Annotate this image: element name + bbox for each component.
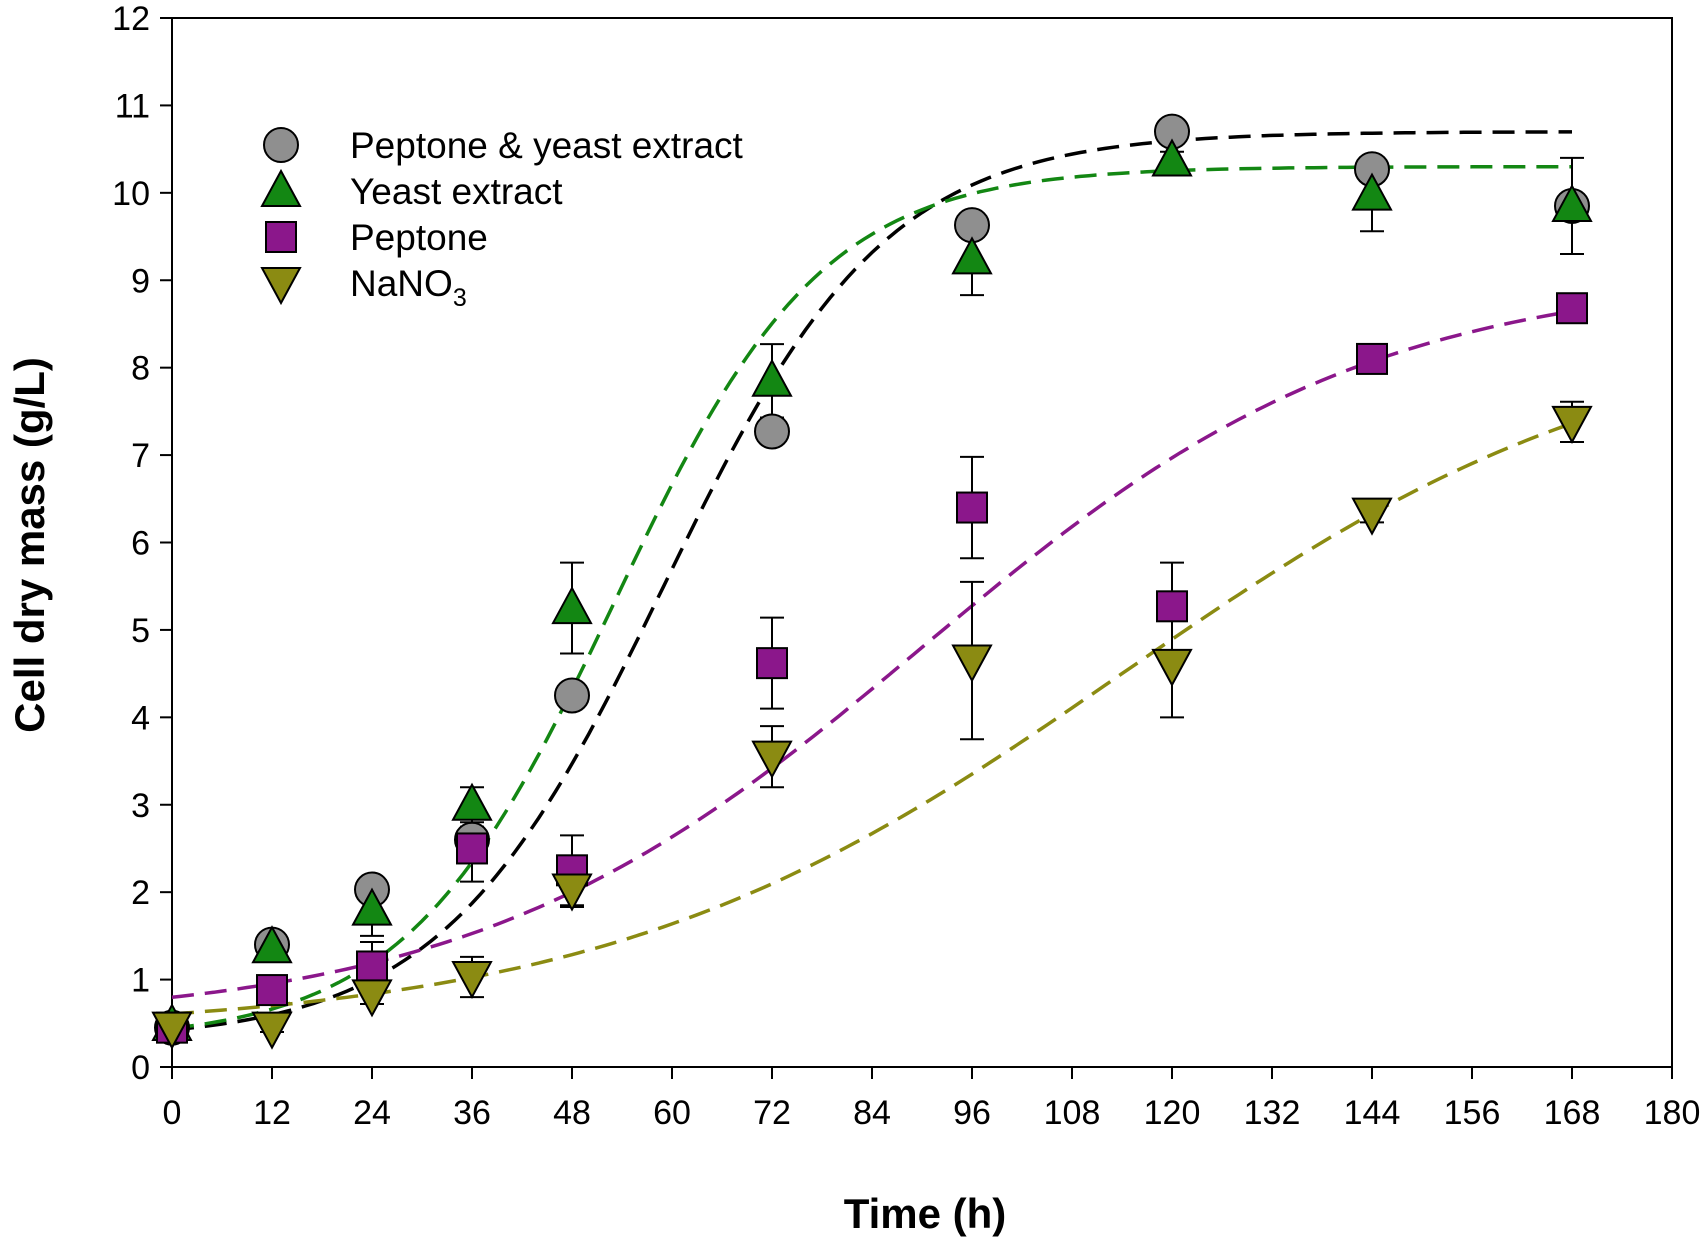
data-point-series-1 xyxy=(951,236,993,275)
data-point-series-1 xyxy=(251,925,293,964)
legend-label-2: Peptone xyxy=(350,217,488,258)
data-point-series-1 xyxy=(1151,138,1193,177)
y-tick-label: 1 xyxy=(131,962,150,1000)
data-point-series-2 xyxy=(356,950,388,983)
data-point-series-3 xyxy=(751,740,793,779)
data-point-series-2 xyxy=(1556,292,1588,325)
fit-curve-1 xyxy=(171,164,1572,1031)
data-point-series-0 xyxy=(554,677,590,714)
legend-label-main: Yeast extract xyxy=(350,171,563,212)
axes: 0 12 24 36 48 60 72 84 96 108 120 132 144 156 168 18001… xyxy=(112,0,1700,1132)
data-point-series-3 xyxy=(951,644,993,683)
legend-label-0: Peptone & yeast extract xyxy=(350,125,744,166)
data-point-series-3 xyxy=(451,960,493,1000)
data-point-series-2 xyxy=(1156,590,1188,623)
legend-label-main: NaNO xyxy=(350,263,453,304)
data-point-series-2 xyxy=(956,491,988,524)
fit-curve-2 xyxy=(171,309,1573,1000)
data-point-series-3 xyxy=(351,979,393,1018)
y-tick-label: 9 xyxy=(131,262,150,300)
x-tick-label: 48 xyxy=(553,1094,591,1132)
x-tick-label: 180 xyxy=(1644,1094,1701,1132)
x-tick-label: 168 xyxy=(1544,1094,1601,1132)
y-tick-label: 0 xyxy=(131,1049,150,1087)
legend-label-subscript: 3 xyxy=(453,284,467,312)
legend-marker-2 xyxy=(265,221,297,253)
fit-curve-3 xyxy=(171,421,1573,1016)
data-point-series-3 xyxy=(551,873,593,912)
x-tick-label: 60 xyxy=(653,1094,691,1132)
x-tick-label: 36 xyxy=(453,1094,491,1132)
y-tick-label: 2 xyxy=(131,874,150,912)
data-point-series-2 xyxy=(1356,342,1388,375)
legend-label-main: Peptone & yeast extract xyxy=(350,125,744,166)
x-tick-label: 156 xyxy=(1444,1094,1501,1132)
y-tick-label: 10 xyxy=(112,175,150,213)
legend-marker-0 xyxy=(263,127,299,163)
y-axis-title: Cell dry mass (g/L) xyxy=(6,357,53,733)
y-tick-label: 12 xyxy=(112,0,150,38)
x-tick-label: 132 xyxy=(1244,1094,1301,1132)
y-tick-label: 11 xyxy=(115,87,150,125)
x-tick-label: 72 xyxy=(753,1094,791,1132)
data-points xyxy=(151,113,1593,1050)
legend-label-3: NaNO3 xyxy=(350,263,467,312)
x-tick-label: 144 xyxy=(1344,1094,1401,1132)
x-tick-label: 84 xyxy=(853,1094,891,1132)
data-point-series-3 xyxy=(1351,497,1393,536)
data-point-series-3 xyxy=(1551,405,1593,444)
x-axis-title: Time (h) xyxy=(844,1190,1007,1237)
data-point-series-2 xyxy=(756,647,788,680)
data-point-series-3 xyxy=(1151,648,1193,687)
x-tick-label: 120 xyxy=(1144,1094,1201,1132)
data-point-series-1 xyxy=(351,887,393,926)
data-point-series-3 xyxy=(251,1011,293,1050)
data-point-series-1 xyxy=(451,782,493,821)
data-point-series-3 xyxy=(151,1011,193,1050)
y-tick-label: 4 xyxy=(131,699,150,737)
legend-label-main: Peptone xyxy=(350,217,488,258)
x-tick-label: 24 xyxy=(353,1094,391,1132)
x-tick-label: 96 xyxy=(953,1094,991,1132)
legend-marker-3 xyxy=(260,267,302,306)
y-tick-label: 7 xyxy=(131,437,150,475)
data-point-series-1 xyxy=(1551,183,1593,222)
legend-marker-1 xyxy=(260,168,302,207)
data-point-series-0 xyxy=(754,413,790,450)
legend: Peptone & yeast extract Yeast extract Pept… xyxy=(260,125,744,312)
y-tick-label: 3 xyxy=(131,787,150,825)
data-point-series-1 xyxy=(751,358,793,397)
data-point-series-1 xyxy=(551,585,593,625)
x-tick-label: 0 xyxy=(163,1094,182,1132)
y-tick-label: 5 xyxy=(131,612,150,650)
fit-curve-0 xyxy=(171,130,1572,1032)
legend-label-1: Yeast extract xyxy=(350,171,563,212)
y-tick-label: 8 xyxy=(131,350,150,388)
data-point-series-1 xyxy=(1351,172,1393,211)
data-point-series-2 xyxy=(456,832,488,865)
fit-curves xyxy=(171,130,1573,1032)
y-tick-label: 6 xyxy=(131,525,150,563)
data-point-series-2 xyxy=(256,974,288,1007)
x-tick-label: 12 xyxy=(253,1094,291,1132)
x-tick-label: 108 xyxy=(1044,1094,1101,1132)
